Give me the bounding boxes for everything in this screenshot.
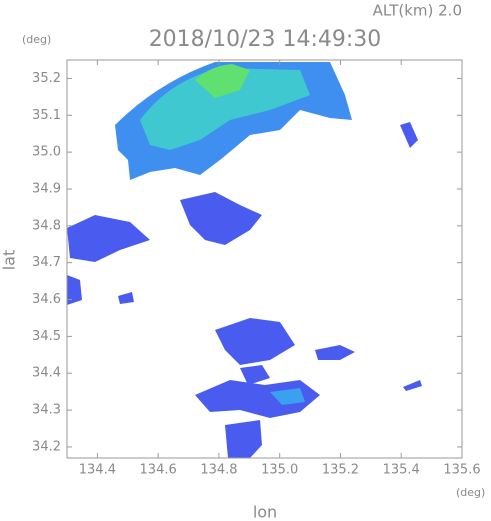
chart-title: 2018/10/23 14:49:30 — [149, 27, 382, 52]
y-tick-label: 34.6 — [32, 292, 61, 307]
x-tick-label: 134.8 — [200, 463, 237, 478]
echo-area — [225, 420, 262, 458]
y-tick-label: 34.3 — [32, 403, 61, 418]
y-tick-label: 34.7 — [32, 255, 61, 270]
x-tick-label: 134.6 — [140, 463, 177, 478]
plot-frame — [66, 59, 463, 459]
y-unit: (deg) — [22, 33, 51, 46]
y-tick-label: 34.8 — [32, 218, 61, 233]
chart-subtitle: ALT(km) 2.0 — [373, 2, 462, 20]
echo-area — [180, 192, 262, 245]
x-tick-label: 135.4 — [383, 463, 420, 478]
echo-area — [195, 64, 250, 98]
x-tick-label: 135.6 — [443, 463, 480, 478]
y-tick-label: 35.0 — [32, 145, 61, 160]
x-tick-label: 135.0 — [261, 463, 298, 478]
echo-area — [67, 215, 150, 262]
echoes — [67, 62, 422, 458]
echo-area — [315, 345, 355, 360]
echo-area — [118, 292, 134, 304]
echo-area — [140, 68, 310, 150]
y-tick-label: 34.9 — [32, 181, 61, 196]
echo-area — [67, 275, 82, 305]
y-tick-label: 34.2 — [32, 439, 61, 454]
echo-area — [270, 388, 305, 405]
y-tick-label: 34.5 — [32, 329, 61, 344]
y-axis-label: lat — [0, 250, 19, 271]
y-tick-label: 35.1 — [32, 108, 61, 123]
x-axis-label: lon — [253, 503, 277, 521]
echo-area — [240, 365, 270, 385]
y-tick-label: 35.2 — [32, 71, 61, 86]
x-tick-label: 134.4 — [79, 463, 116, 478]
x-unit: (deg) — [456, 486, 485, 499]
y-tick-label: 34.4 — [32, 366, 61, 381]
echo-area — [215, 318, 295, 365]
echo-area — [400, 122, 418, 148]
x-tick-label: 135.2 — [322, 463, 359, 478]
echo-area — [403, 380, 422, 391]
